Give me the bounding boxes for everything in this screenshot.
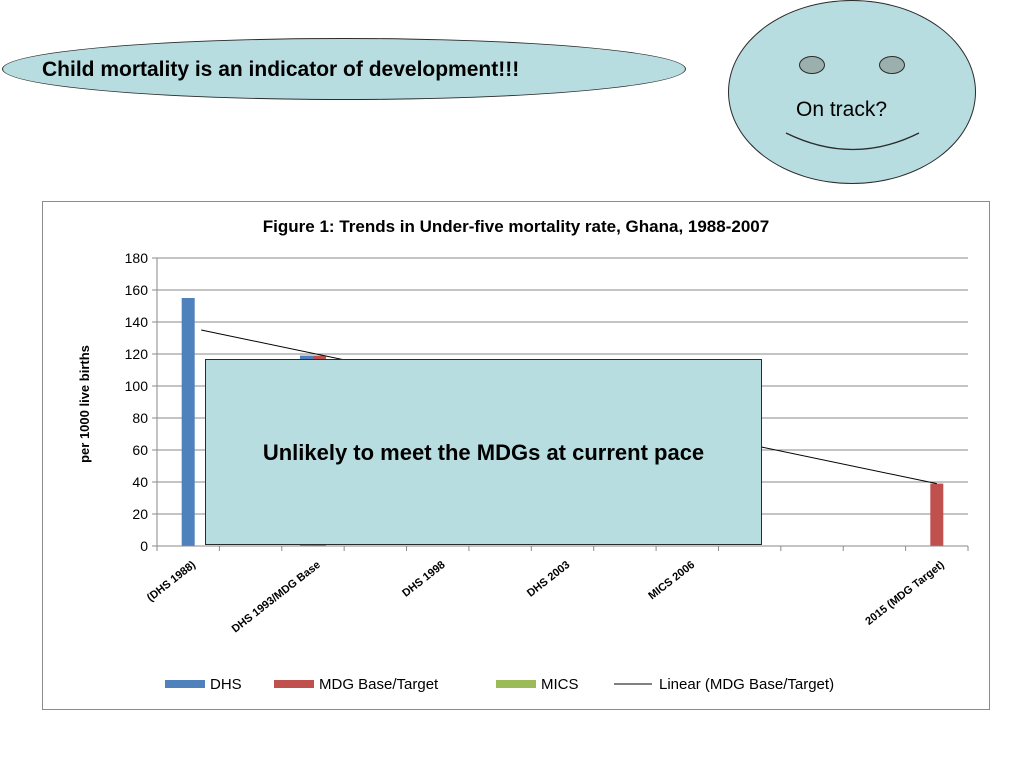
y-tick-label: 160 xyxy=(125,282,149,298)
callout-text: Unlikely to meet the MDGs at current pac… xyxy=(262,440,705,465)
legend-label: MICS xyxy=(541,676,579,693)
y-tick-label: 140 xyxy=(125,314,149,330)
legend-swatch xyxy=(496,680,536,688)
bar-mdg-base-target xyxy=(930,483,944,546)
x-tick-label: (DHS 1988) xyxy=(145,559,198,604)
face-text: On track? xyxy=(796,98,888,121)
chart-title: Figure 1: Trends in Under-five mortality… xyxy=(263,217,769,236)
right-eye xyxy=(879,56,905,74)
y-tick-label: 100 xyxy=(125,378,149,394)
y-tick-label: 180 xyxy=(125,250,149,266)
x-tick-label: DHS 1998 xyxy=(400,559,447,600)
x-tick-label: DHS 1993/MDG Base xyxy=(230,559,323,635)
y-tick-label: 20 xyxy=(132,506,148,522)
left-eye xyxy=(799,56,825,74)
y-tick-label: 0 xyxy=(140,538,148,554)
y-tick-label: 60 xyxy=(132,442,148,458)
smile-icon xyxy=(785,132,920,151)
smiley-face xyxy=(728,0,976,184)
legend-swatch xyxy=(165,680,205,688)
y-tick-label: 40 xyxy=(132,474,148,490)
legend-swatch xyxy=(274,680,314,688)
legend-label: DHS xyxy=(210,676,242,693)
bar-dhs xyxy=(181,298,195,546)
y-tick-label: 120 xyxy=(125,346,149,362)
callout-box xyxy=(205,359,762,545)
y-axis-label: per 1000 live births xyxy=(77,345,92,463)
legend-label: MDG Base/Target xyxy=(319,676,439,693)
y-tick-label: 80 xyxy=(132,410,148,426)
banner-ellipse xyxy=(2,38,686,100)
legend-label: Linear (MDG Base/Target) xyxy=(659,676,834,693)
x-tick-label: MICS 2006 xyxy=(646,559,697,602)
x-tick-label: 2015 (MDG Target) xyxy=(863,559,947,628)
x-tick-label: DHS 2003 xyxy=(525,559,572,600)
banner-text: Child mortality is an indicator of devel… xyxy=(42,58,520,81)
